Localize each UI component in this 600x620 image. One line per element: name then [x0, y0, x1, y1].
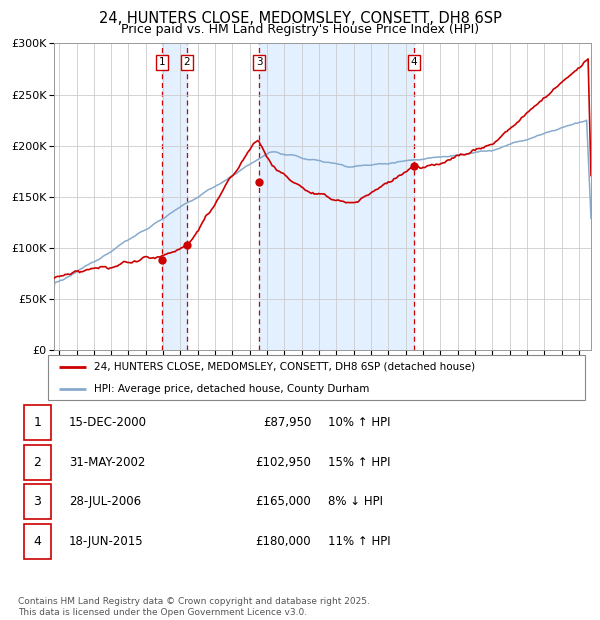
- Text: Price paid vs. HM Land Registry's House Price Index (HPI): Price paid vs. HM Land Registry's House …: [121, 23, 479, 36]
- Text: £180,000: £180,000: [256, 535, 311, 548]
- Text: 3: 3: [33, 495, 41, 508]
- FancyBboxPatch shape: [48, 355, 585, 400]
- Text: £102,950: £102,950: [256, 456, 311, 469]
- FancyBboxPatch shape: [23, 445, 51, 480]
- Text: 8% ↓ HPI: 8% ↓ HPI: [328, 495, 383, 508]
- FancyBboxPatch shape: [23, 484, 51, 519]
- FancyBboxPatch shape: [23, 524, 51, 559]
- Text: Contains HM Land Registry data © Crown copyright and database right 2025.
This d: Contains HM Land Registry data © Crown c…: [18, 598, 370, 617]
- Text: 4: 4: [410, 57, 417, 67]
- Text: 2: 2: [33, 456, 41, 469]
- Text: 2: 2: [184, 57, 190, 67]
- Text: 24, HUNTERS CLOSE, MEDOMSLEY, CONSETT, DH8 6SP: 24, HUNTERS CLOSE, MEDOMSLEY, CONSETT, D…: [98, 11, 502, 25]
- Text: 10% ↑ HPI: 10% ↑ HPI: [328, 416, 391, 429]
- Text: 24, HUNTERS CLOSE, MEDOMSLEY, CONSETT, DH8 6SP (detached house): 24, HUNTERS CLOSE, MEDOMSLEY, CONSETT, D…: [94, 362, 475, 372]
- Text: 15% ↑ HPI: 15% ↑ HPI: [328, 456, 391, 469]
- Text: 11% ↑ HPI: 11% ↑ HPI: [328, 535, 391, 548]
- Text: HPI: Average price, detached house, County Durham: HPI: Average price, detached house, Coun…: [94, 384, 369, 394]
- Text: £87,950: £87,950: [263, 416, 311, 429]
- Text: 15-DEC-2000: 15-DEC-2000: [69, 416, 147, 429]
- FancyBboxPatch shape: [23, 405, 51, 440]
- Text: 18-JUN-2015: 18-JUN-2015: [69, 535, 143, 548]
- Text: 4: 4: [33, 535, 41, 548]
- Text: 1: 1: [159, 57, 166, 67]
- Text: 31-MAY-2002: 31-MAY-2002: [69, 456, 145, 469]
- Text: 1: 1: [33, 416, 41, 429]
- Text: £165,000: £165,000: [256, 495, 311, 508]
- Text: 3: 3: [256, 57, 262, 67]
- Bar: [259, 43, 413, 350]
- Text: 28-JUL-2006: 28-JUL-2006: [69, 495, 141, 508]
- Bar: [163, 43, 187, 350]
